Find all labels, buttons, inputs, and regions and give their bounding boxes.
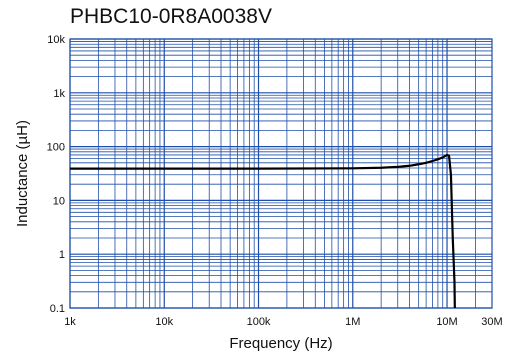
chart-title: PHBC10-0R8A0038V: [70, 5, 272, 28]
x-tick-label: 100k: [247, 316, 271, 328]
y-tick-label: 10: [53, 195, 65, 207]
grid-layer: [69, 38, 493, 309]
plot-frame: [69, 38, 493, 309]
tick-labels: 1k 10k 100k 1M 10M 30M 10k 1k 100 10 1 0.1: [47, 34, 503, 328]
y-tick-label: 1: [59, 249, 65, 261]
y-tick-label: 1k: [53, 88, 65, 100]
y-tick-label: 100: [47, 142, 65, 154]
y-axis-label: Inductance (µH): [14, 120, 31, 227]
x-axis-label: Frequency (Hz): [229, 335, 332, 352]
y-tick-label: 0.1: [50, 303, 65, 315]
x-tick-label: 1M: [345, 316, 360, 328]
x-tick-label: 1k: [64, 316, 76, 328]
inductance-curve: [70, 153, 456, 309]
x-tick-label: 10M: [436, 316, 457, 328]
x-tick-label: 30M: [481, 316, 502, 328]
y-tick-label: 10k: [47, 34, 65, 46]
x-tick-label: 10k: [155, 316, 173, 328]
